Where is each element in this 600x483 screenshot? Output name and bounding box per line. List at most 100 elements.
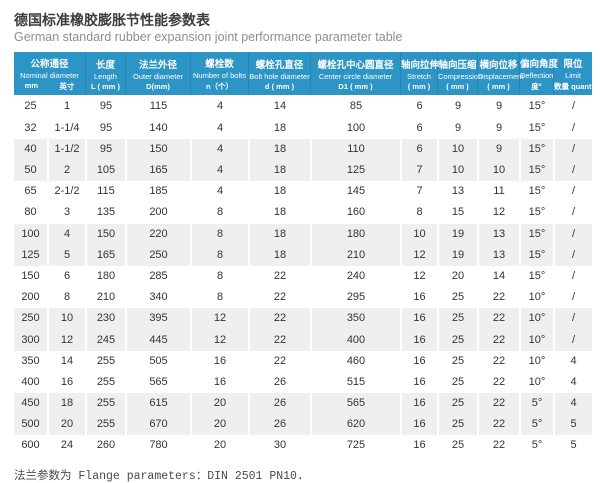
table-cell: 22 (477, 435, 519, 457)
table-cell: 115 (85, 181, 125, 203)
column-header-en: Center circle diameter (318, 72, 393, 82)
column-header: 横向位移 Displacement ( mm ) (477, 52, 523, 96)
table-cell: 16 (400, 435, 437, 457)
table-cell: 2-1/2 (47, 181, 85, 203)
table-cell: 10° (519, 350, 553, 372)
table-cell: 4 (190, 138, 248, 161)
column-header-units: ( mm ) (438, 82, 477, 91)
table-row: 500 20 255 670 20 26 620 16 25 22 5° 5 (14, 414, 592, 436)
table-cell: 565 (125, 371, 190, 394)
table-cell: 4 (190, 160, 248, 182)
table-cell: 15° (519, 202, 553, 224)
table-cell: 6 (400, 138, 437, 161)
table-cell: 255 (85, 350, 125, 372)
table-cell: 16 (400, 371, 437, 394)
table-cell: 725 (310, 435, 400, 457)
table-cell: 18 (248, 223, 310, 245)
table-cell: 22 (248, 265, 310, 288)
column-unit: ( mm ) (487, 82, 510, 92)
table-cell: 150 (85, 223, 125, 245)
column-header: 限位 Limit 数量 quantity (553, 52, 600, 96)
table-cell: 300 (14, 329, 47, 351)
table-cell: 125 (14, 244, 47, 266)
table-cell: / (553, 308, 592, 330)
table-cell: 400 (21, 375, 40, 388)
table-cell: 10° (519, 329, 553, 351)
table-cell: 5° (519, 435, 553, 457)
table-cell: 15° (519, 265, 553, 288)
table-cell: / (553, 223, 592, 245)
table-cell: 15° (519, 117, 553, 139)
table-cell: 25 (437, 329, 477, 351)
table-cell: 1-1/4 (47, 117, 85, 139)
table-cell: 16 (400, 350, 437, 372)
table-cell: 95 (85, 138, 125, 161)
table-row: 80 3 135 200 8 18 160 8 15 12 15° / (14, 202, 592, 224)
table-cell: 200 (21, 291, 40, 304)
table-cell: 25 (24, 100, 37, 113)
table-cell: 22 (248, 350, 310, 372)
column-header-en: Stretch (407, 72, 431, 82)
table-cell: 295 (310, 287, 400, 309)
column-header-zh: 偏向角度 (520, 59, 559, 71)
table-cell: 15° (519, 223, 553, 245)
table-cell: / (553, 244, 592, 266)
table-cell: 100 (310, 117, 400, 139)
table-cell: 220 (125, 223, 190, 245)
table-cell: 16 (400, 308, 437, 330)
table-row: 150 6 180 285 8 22 240 12 20 14 15° / (14, 265, 592, 288)
table-row: 450 18 255 615 20 26 565 16 25 22 5° 4 (14, 393, 592, 415)
table-cell: 22 (248, 287, 310, 309)
table-cell: 22 (477, 308, 519, 330)
column-header-en: Compression (438, 72, 483, 82)
table-cell: 15° (519, 96, 553, 118)
table-cell: / (553, 202, 592, 224)
table-cell: 16 (400, 287, 437, 309)
column-header-en: Number of bolts (193, 71, 246, 81)
table-cell: 5° (519, 414, 553, 436)
table-cell: 8 (400, 202, 437, 224)
table-cell: 180 (85, 265, 125, 288)
table-cell: 8 (47, 287, 85, 309)
table-cell: 15 (437, 202, 477, 224)
column-unit: d ( mm ) (264, 82, 295, 92)
table-cell: 22 (248, 329, 310, 351)
column-header-en: Outer diameter (132, 72, 184, 82)
table-row: 350 14 255 505 16 22 460 16 25 22 10° 4 (14, 350, 592, 372)
table-cell: 20 (190, 435, 248, 457)
column-header-en: Limit (565, 71, 581, 81)
table-cell: 10 (47, 308, 85, 330)
table-cell: 15° (519, 181, 553, 203)
column-unit: mm (24, 81, 38, 91)
page-subtitle: German standard rubber expansion joint p… (14, 30, 403, 45)
column-header: 长度 Length L ( mm ) (85, 52, 125, 96)
table-cell: 16 (400, 329, 437, 351)
table-cell: 22 (477, 350, 519, 372)
column-header-units: 数量 quantity (554, 81, 600, 92)
table-cell: 25 (437, 414, 477, 436)
table-cell: / (553, 96, 592, 118)
table-cell: 780 (125, 435, 190, 457)
table-cell: 9 (477, 117, 519, 139)
table-cell: 450 (14, 393, 47, 415)
table-cell: 18 (248, 117, 310, 139)
table-cell: 12 (190, 308, 248, 330)
table-cell: 6 (400, 96, 437, 118)
column-header-zh: 长度 (95, 60, 115, 72)
table-cell: 210 (310, 244, 400, 266)
table-cell: 460 (310, 350, 400, 372)
table-cell: 25 (437, 435, 477, 457)
table-cell: 4 (190, 96, 248, 118)
column-unit: ( mm ) (407, 82, 431, 92)
column-header: 螺栓孔直径 Bolt hole diameter d ( mm ) (248, 52, 310, 96)
table-cell: 150 (125, 138, 190, 161)
table-cell: 16 (400, 393, 437, 415)
table-cell: 160 (310, 202, 400, 224)
table-cell: 40 (14, 138, 47, 161)
table-cell: 20 (190, 414, 248, 436)
table-cell: 250 (14, 308, 47, 330)
table-cell: / (553, 160, 592, 182)
column-header-units: D1 ( mm ) (311, 82, 400, 91)
column-header: 公称通径 Nominal diameter mm 英寸 (14, 52, 85, 95)
table-cell: 245 (85, 329, 125, 351)
